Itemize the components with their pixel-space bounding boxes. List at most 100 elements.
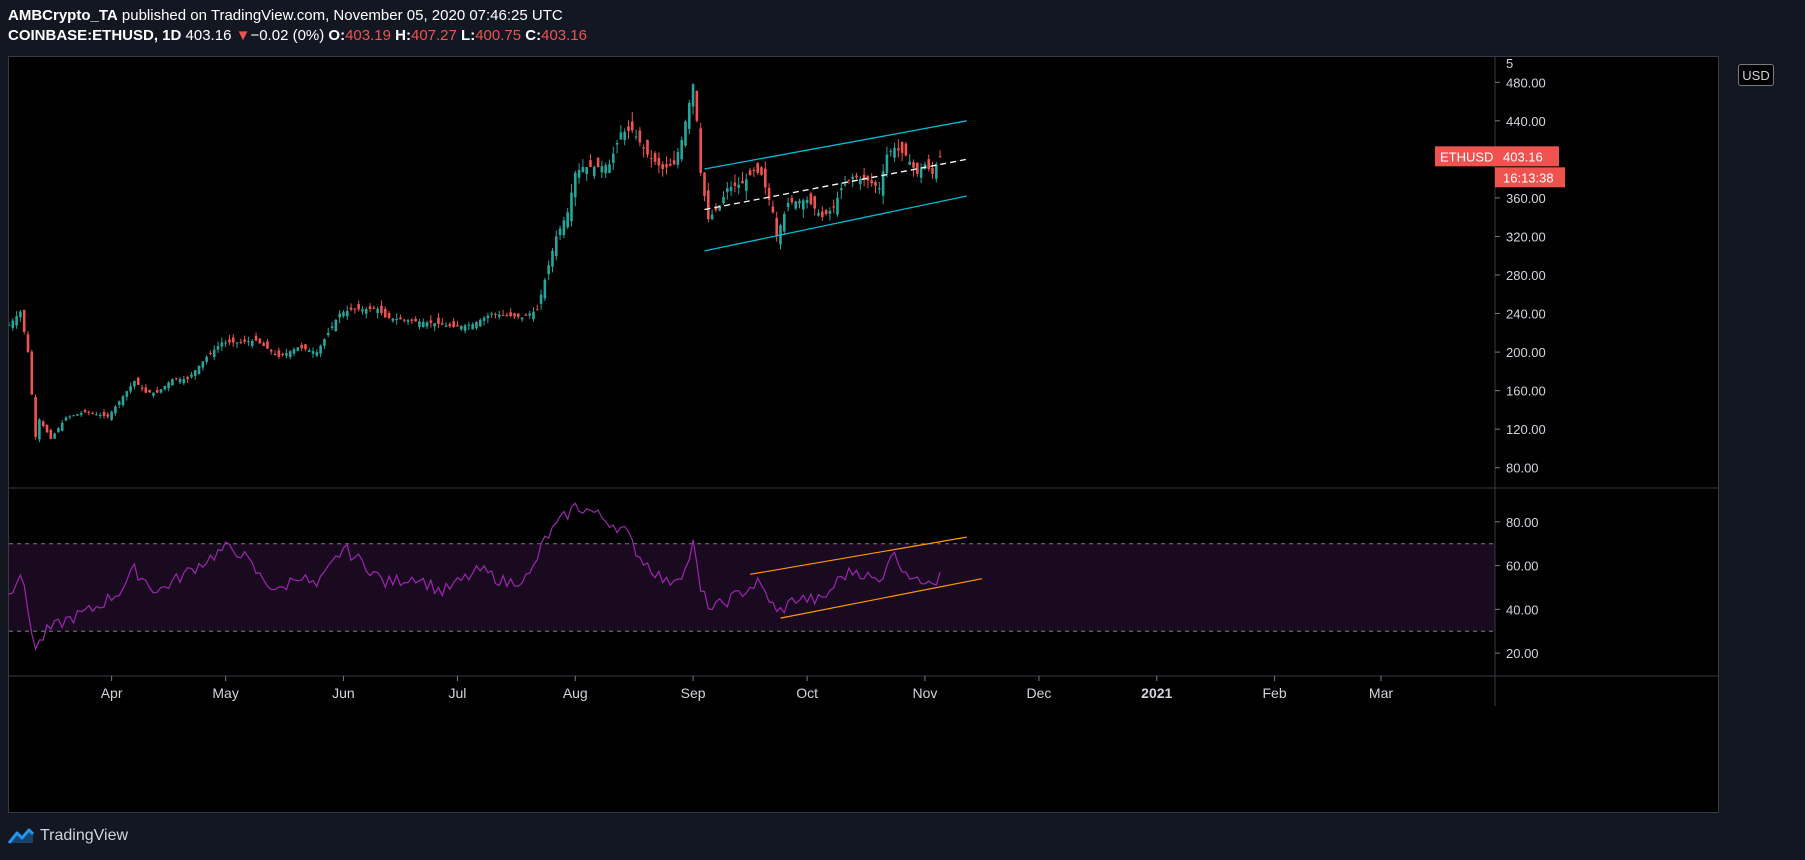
candle: [15, 311, 18, 329]
candle-body: [931, 168, 934, 174]
candle-body: [87, 411, 91, 413]
time-tick-label: Oct: [796, 685, 818, 701]
candle: [817, 209, 820, 217]
candle: [361, 306, 364, 315]
candle: [330, 322, 334, 331]
candle: [136, 376, 140, 385]
candle: [148, 389, 151, 393]
candle-body: [535, 309, 539, 311]
candle-body: [182, 379, 186, 384]
countdown: 16:13:38: [1503, 170, 1554, 185]
candle-body: [220, 342, 224, 347]
candle-body: [357, 304, 360, 310]
brand-name[interactable]: TradingView: [40, 827, 129, 844]
candle-body: [311, 351, 315, 354]
candle: [927, 154, 931, 172]
candle-body: [68, 416, 72, 418]
candle: [802, 198, 805, 218]
channel-mid-line: [704, 158, 967, 211]
candle-body: [775, 218, 779, 237]
candle-body: [273, 353, 277, 355]
candle: [205, 355, 208, 365]
price-change: −0.02 (0%): [250, 27, 325, 44]
candle-body: [794, 201, 798, 209]
candle: [505, 312, 509, 317]
candle: [562, 216, 566, 239]
candle: [657, 152, 661, 174]
high-value: 407.27: [410, 27, 457, 44]
candle-body: [501, 314, 505, 316]
candle: [125, 390, 129, 401]
candle-body: [91, 412, 94, 414]
candle-body: [281, 353, 284, 355]
candle-body: [687, 102, 691, 129]
candle: [133, 380, 136, 390]
candle-body: [414, 318, 417, 322]
candle: [167, 381, 170, 392]
candle: [904, 141, 908, 157]
currency-button[interactable]: USD: [1738, 64, 1774, 86]
candle: [908, 154, 912, 166]
candle-body: [596, 157, 600, 168]
candle: [174, 377, 178, 381]
candle: [722, 191, 725, 205]
candle: [573, 170, 577, 207]
candle: [45, 424, 49, 433]
candle: [152, 392, 155, 398]
candle: [383, 306, 387, 318]
candle: [866, 174, 870, 189]
candle: [421, 318, 425, 328]
candle: [737, 176, 740, 195]
candle: [513, 312, 516, 320]
candle-body: [703, 172, 706, 196]
candle-body: [859, 178, 862, 185]
candle: [497, 310, 501, 320]
candle-body: [110, 411, 113, 420]
candle-body: [718, 205, 721, 211]
candle-body: [855, 175, 858, 178]
price-tag-bg[interactable]: [1495, 146, 1559, 167]
candle-body: [19, 311, 22, 318]
candle: [372, 305, 376, 310]
candle: [357, 300, 360, 312]
candle: [212, 345, 216, 361]
tradingview-logo-icon[interactable]: [8, 828, 34, 844]
candle-body: [600, 166, 604, 173]
candle: [733, 174, 737, 193]
candle-body: [216, 346, 220, 350]
candle-body: [634, 136, 638, 138]
candle-body: [129, 386, 132, 392]
candle-body: [380, 305, 383, 314]
author-name[interactable]: AMBCrypto_TA: [8, 7, 118, 24]
candle: [570, 183, 573, 227]
time-tick-label: Jun: [332, 685, 355, 701]
candle-body: [174, 378, 178, 380]
time-tick-label: Mar: [1369, 685, 1393, 701]
candle: [630, 112, 634, 133]
candle: [752, 167, 756, 178]
candle-body: [665, 164, 668, 168]
chart-panel[interactable]: 480.00440.00400.00360.00320.00280.00240.…: [7, 56, 1719, 813]
candle-body: [638, 130, 642, 143]
time-tick-label: May: [212, 685, 238, 701]
candle-body: [862, 174, 866, 180]
candle-body: [277, 350, 281, 357]
candle-body: [478, 319, 482, 327]
candle-body: [570, 192, 573, 222]
open-label: O:: [328, 27, 346, 44]
candle: [243, 335, 246, 345]
candle-body: [391, 318, 395, 321]
candle: [380, 300, 383, 316]
candle-body: [505, 315, 509, 317]
time-tick-label: Aug: [563, 685, 588, 701]
candle: [668, 158, 672, 167]
candle: [410, 318, 414, 325]
candle: [566, 208, 569, 230]
candle: [554, 230, 558, 261]
candle-body: [471, 324, 474, 330]
candle: [288, 350, 292, 360]
chart-canvas[interactable]: 480.00440.00400.00360.00320.00280.00240.…: [7, 56, 1718, 812]
candle: [767, 183, 771, 206]
candle-body: [467, 324, 471, 326]
candle-body: [262, 342, 265, 346]
